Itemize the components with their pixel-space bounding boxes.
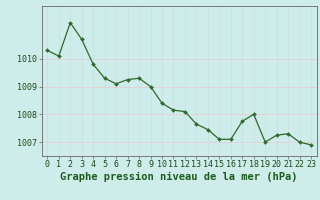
X-axis label: Graphe pression niveau de la mer (hPa): Graphe pression niveau de la mer (hPa): [60, 172, 298, 182]
